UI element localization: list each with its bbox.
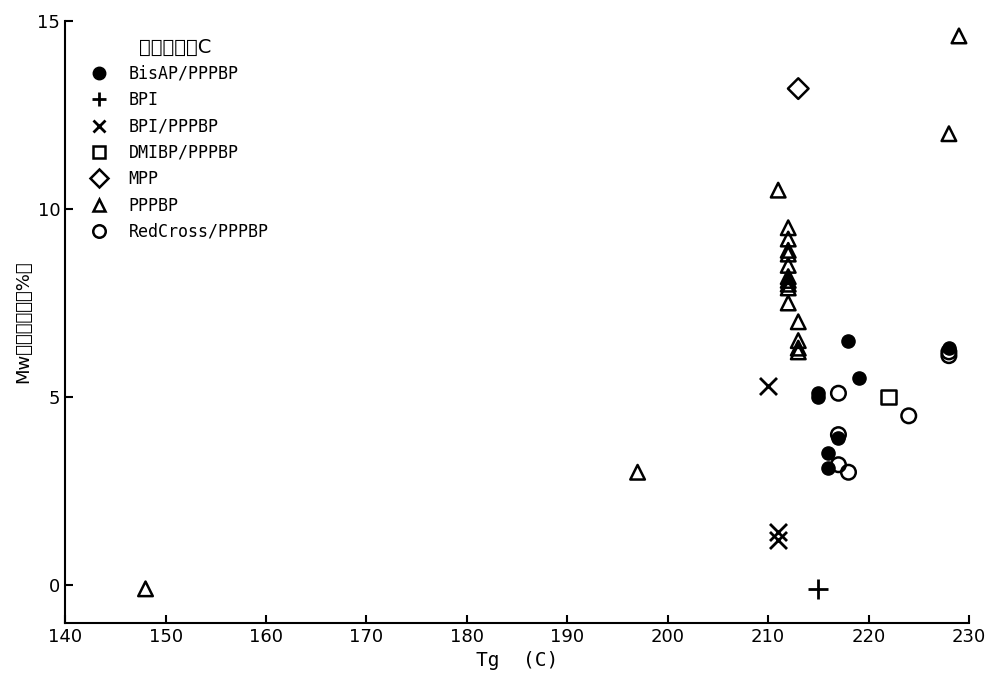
- Point: [780, 298, 796, 308]
- Point: [780, 271, 796, 282]
- Point: [780, 260, 796, 271]
- Point: [780, 233, 796, 244]
- Point: [840, 335, 856, 346]
- Point: [770, 185, 786, 196]
- Point: [830, 429, 846, 440]
- Point: [780, 282, 796, 293]
- Point: [138, 583, 154, 594]
- Legend: BisAP/PPPBP, BPI, BPI/PPPBP, DMIBP/PPPBP, MPP, PPPBP, RedCross/PPPBP: BisAP/PPPBP, BPI, BPI/PPPBP, DMIBP/PPPBP…: [74, 29, 277, 249]
- Point: [780, 245, 796, 256]
- Point: [830, 388, 846, 399]
- Point: [790, 83, 806, 94]
- Point: [810, 388, 826, 399]
- Point: [630, 466, 646, 477]
- Point: [941, 346, 957, 357]
- Point: [941, 350, 957, 361]
- Point: [951, 31, 967, 42]
- Point: [820, 448, 836, 459]
- Point: [901, 410, 917, 421]
- Point: [770, 527, 786, 538]
- X-axis label: Tg  (C): Tg (C): [476, 651, 558, 670]
- Point: [810, 391, 826, 402]
- Point: [941, 343, 957, 354]
- Point: [881, 391, 897, 402]
- Y-axis label: Mw损失高压釜（%）: Mw损失高压釜（%）: [14, 261, 32, 383]
- Point: [790, 343, 806, 354]
- Point: [780, 278, 796, 289]
- Point: [810, 583, 826, 594]
- Point: [780, 248, 796, 259]
- Point: [851, 373, 867, 384]
- Point: [830, 459, 846, 470]
- Point: [760, 380, 776, 391]
- Point: [780, 275, 796, 286]
- Point: [941, 129, 957, 140]
- Point: [790, 335, 806, 346]
- Point: [790, 316, 806, 327]
- Point: [780, 222, 796, 233]
- Point: [820, 463, 836, 474]
- Point: [840, 466, 856, 477]
- Point: [830, 433, 846, 444]
- Point: [770, 534, 786, 545]
- Point: [790, 346, 806, 357]
